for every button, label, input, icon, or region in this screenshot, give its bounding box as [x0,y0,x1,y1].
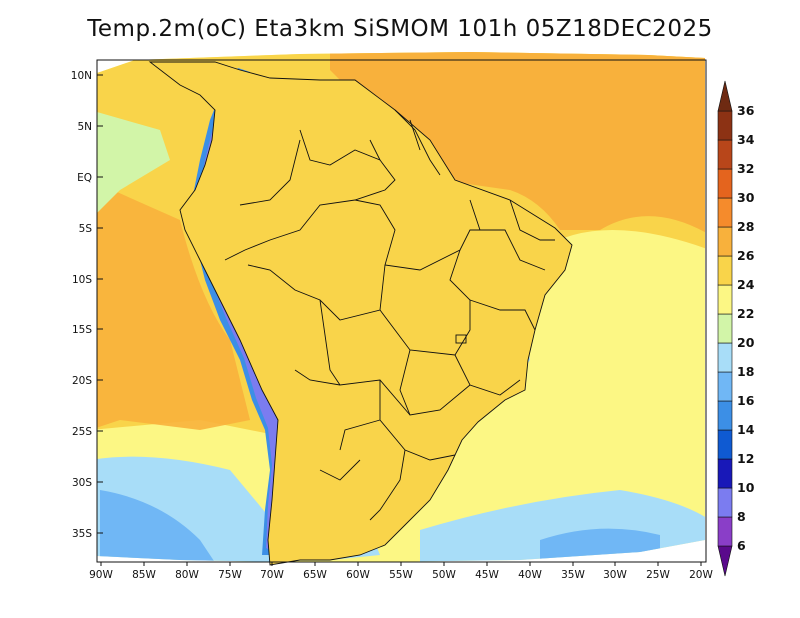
colorbar-cell [717,516,733,547]
ocean-pacific-green [97,110,170,220]
lat-label-5n: 5N [77,121,92,133]
political-borders [149,61,573,566]
ocean-cooler-southwest [100,490,220,562]
colorbar-label-32: 32 [737,161,754,176]
colorbar-label-6: 6 [737,538,746,553]
colorbar-cell [717,342,733,373]
colorbar-cell [717,487,733,518]
latitude-axis: 10N 5N EQ 5S 10S 15S 20S 25S 30S 35S [71,70,103,540]
colorbar-cell [717,139,733,170]
colorbar-cell-below [717,545,733,577]
colorbar-label-28: 28 [737,219,754,234]
colorbar-label-26: 26 [737,248,755,263]
ocean-tropical-atlantic [330,52,705,235]
colorbar-cell [717,458,733,489]
lon-label-75w: 75W [218,569,242,581]
colorbar-cell [717,313,733,344]
lon-label-45w: 45W [475,569,499,581]
colorbar-cells [717,80,733,577]
longitude-axis: 90W 85W 80W 75W 70W 65W 60W 55W 50W 45W … [89,562,713,581]
colorbar-cell [717,110,733,141]
colorbar-cell [717,429,733,460]
lon-label-30w: 30W [603,569,627,581]
colorbar-cell [717,371,733,402]
colorbar-cell [717,197,733,228]
lat-label-10n: 10N [71,70,92,82]
lat-label-35s: 35S [72,528,92,540]
lon-label-70w: 70W [260,569,284,581]
map-title: Temp.2m(oC) Eta3km SiSMOM 101h 05Z18DEC2… [87,16,713,42]
lon-label-90w: 90W [89,569,113,581]
colorbar-label-30: 30 [737,190,755,205]
colorbar-labels: 6 8 10 12 14 16 18 20 22 24 26 28 30 32 … [737,103,755,553]
lon-label-65w: 65W [303,569,327,581]
colorbar-label-16: 16 [737,393,755,408]
colorbar-label-14: 14 [737,422,755,437]
lat-label-25s: 25S [72,426,92,438]
lon-label-20w: 20W [689,569,713,581]
lon-label-35w: 35W [561,569,585,581]
colorbar-cell [717,400,733,431]
lon-label-80w: 80W [175,569,199,581]
colorbar: 6 8 10 12 14 16 18 20 22 24 26 28 30 32 … [717,80,755,577]
colorbar-label-12: 12 [737,451,754,466]
lat-label-20s: 20S [72,375,92,387]
ocean-tropical-pacific [97,180,250,430]
lat-label-5s: 5S [79,223,93,235]
lat-label-15s: 15S [72,324,92,336]
colorbar-label-10: 10 [737,480,755,495]
lat-label-30s: 30S [72,477,92,489]
lon-label-55w: 55W [389,569,413,581]
colorbar-cell [717,168,733,199]
colorbar-cell [717,255,733,286]
lat-label-10s: 10S [72,274,92,286]
colorbar-cell [717,284,733,315]
lon-label-50w: 50W [432,569,456,581]
colorbar-label-18: 18 [737,364,754,379]
colorbar-cell [717,226,733,257]
lon-label-40w: 40W [518,569,542,581]
colorbar-label-24: 24 [737,277,755,292]
colorbar-label-22: 22 [737,306,754,321]
colorbar-label-34: 34 [737,132,755,147]
lon-label-60w: 60W [346,569,370,581]
colorbar-label-20: 20 [737,335,755,350]
lon-label-85w: 85W [132,569,156,581]
lat-label-eq: EQ [77,172,92,184]
lon-label-25w: 25W [646,569,670,581]
colorbar-label-36: 36 [737,103,755,118]
colorbar-label-8: 8 [737,509,746,524]
colorbar-cell-above [717,80,733,112]
